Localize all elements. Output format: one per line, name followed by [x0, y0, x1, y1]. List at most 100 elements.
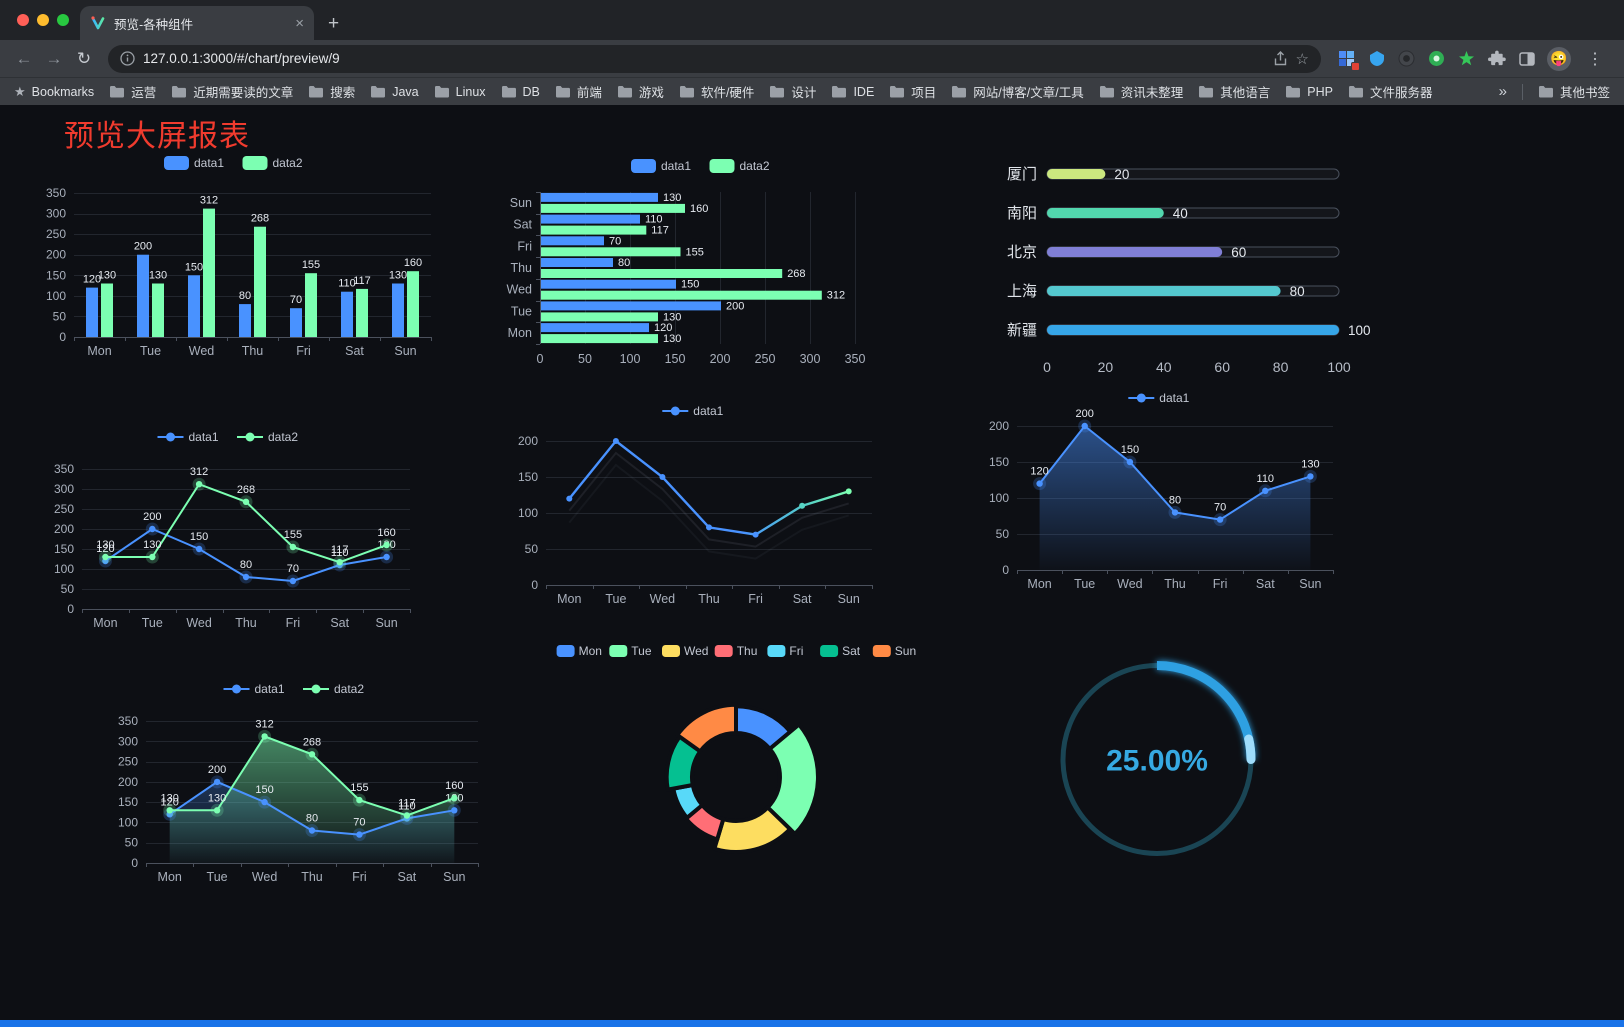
svg-text:data1: data1	[255, 682, 285, 696]
svg-text:268: 268	[251, 213, 269, 225]
tab-title: 预览-各种组件	[114, 17, 194, 32]
bookmark-folder[interactable]: 文件服务器	[1348, 82, 1432, 101]
bookmark-folder[interactable]: DB	[501, 82, 540, 101]
bookmark-folder-label: Linux	[455, 84, 486, 99]
folder-icon	[370, 85, 386, 98]
bookmark-folder[interactable]: 前端	[555, 82, 602, 101]
chart-grouped-bar[interactable]: 0 50 100 150 200 250 300 350 Mon Tue Wed Thu Fri Sat S…	[28, 149, 443, 367]
bookmark-folder[interactable]: 设计	[769, 82, 816, 101]
tab-close-icon[interactable]: ×	[295, 14, 304, 32]
folder-icon	[831, 85, 847, 98]
bookmark-folder[interactable]: Linux	[434, 82, 486, 101]
svg-text:150: 150	[190, 531, 208, 543]
url-text[interactable]: 127.0.0.1:3000/#/chart/preview/9	[143, 51, 340, 66]
svg-text:Sat: Sat	[842, 644, 861, 658]
profile-avatar[interactable]: 😜	[1547, 46, 1571, 71]
svg-text:data2: data2	[740, 159, 770, 173]
bookmarks-overflow-chevron[interactable]: »	[1498, 83, 1507, 100]
svg-text:Wed: Wed	[189, 344, 215, 358]
svg-text:北京: 北京	[1007, 244, 1037, 261]
chart-area-single[interactable]: 0 50 100 150 200 Mon Tue Wed Thu Fri Sat Sun 120 200 1…	[975, 384, 1347, 602]
folder-icon	[308, 85, 324, 98]
back-button[interactable]: ←	[15, 48, 33, 68]
other-bookmarks-label: 其他书签	[1559, 86, 1610, 100]
bookmark-folder[interactable]: 运营	[109, 82, 156, 101]
svg-text:155: 155	[284, 529, 302, 541]
split-screen-icon[interactable]	[1517, 49, 1536, 68]
page-title: 预览大屏报表	[64, 120, 250, 153]
bookmark-folder[interactable]: PHP	[1285, 82, 1333, 101]
bookmark-folder-label: IDE	[853, 84, 875, 99]
bookmark-folder[interactable]: 其他语言	[1198, 82, 1270, 101]
extension-icon-1[interactable]	[1337, 49, 1360, 71]
svg-text:200: 200	[118, 775, 138, 789]
bookmark-folder[interactable]: 软件/硬件	[679, 82, 754, 101]
svg-text:120: 120	[83, 274, 101, 286]
browser-menu-icon[interactable]: ⋮	[1587, 50, 1603, 68]
star-icon: ★	[14, 83, 26, 99]
bookmark-folder[interactable]: 网站/博客/文章/工具	[951, 82, 1084, 101]
bookmark-folder-label: 前端	[576, 86, 602, 100]
svg-text:40: 40	[1156, 359, 1172, 375]
reload-button[interactable]: ↻	[76, 48, 92, 68]
bookmarks-shortcut[interactable]: ★ Bookmarks	[14, 84, 94, 100]
chart-gauge[interactable]: 25.00%	[1052, 649, 1262, 864]
bookmark-folder[interactable]: 搜索	[308, 82, 355, 101]
svg-text:70: 70	[287, 563, 299, 575]
folder-icon	[501, 85, 517, 98]
bookmark-folder[interactable]: 资讯未整理	[1099, 82, 1183, 101]
chart-line-gradient[interactable]: 0 50 100 150 200 Mon Tue Wed Thu Fri Sat Sun data1	[502, 397, 888, 619]
svg-text:150: 150	[54, 542, 74, 556]
address-bar[interactable]: 127.0.0.1:3000/#/chart/preview/9 ☆	[108, 44, 1321, 73]
folder-icon	[1285, 85, 1301, 98]
svg-text:Tue: Tue	[605, 592, 626, 606]
svg-text:data2: data2	[268, 430, 298, 444]
svg-text:250: 250	[46, 227, 66, 241]
svg-text:data1: data1	[1159, 391, 1189, 405]
svg-text:Sun: Sun	[443, 870, 465, 884]
svg-text:117: 117	[651, 225, 669, 237]
svg-text:Tue: Tue	[142, 616, 163, 630]
extension-icon-3[interactable]	[1397, 49, 1416, 68]
bookmark-folder[interactable]: Java	[370, 82, 419, 101]
svg-text:25.00%: 25.00%	[1106, 745, 1208, 778]
window-zoom-button[interactable]	[57, 14, 69, 26]
browser-tab[interactable]: 预览-各种组件 ×	[80, 6, 314, 40]
svg-text:data2: data2	[273, 156, 303, 170]
new-tab-button[interactable]: +	[328, 13, 340, 34]
svg-text:Mon: Mon	[93, 616, 117, 630]
other-bookmarks-button[interactable]: 其他书签	[1538, 82, 1610, 101]
chart-area-two-series[interactable]: 0 50 100 150 200 250 300 350 Mon Tue Wed Thu Fri Sat S…	[100, 675, 492, 897]
extension-icon-4[interactable]	[1427, 49, 1446, 68]
svg-text:0: 0	[531, 578, 538, 592]
svg-text:Tue: Tue	[1074, 577, 1095, 591]
site-info-icon[interactable]	[120, 51, 135, 66]
bookmark-star-icon[interactable]: ☆	[1295, 50, 1309, 68]
chart-horizontal-bar[interactable]: 0 50 100 150 200 250 300 350 Mon Tue Wed Thu Fri Sat S…	[500, 152, 905, 377]
svg-text:Mon: Mon	[158, 870, 182, 884]
share-icon[interactable]	[1273, 50, 1288, 67]
extensions-puzzle-icon[interactable]	[1487, 49, 1506, 68]
bookmark-folder[interactable]: IDE	[831, 82, 874, 101]
svg-text:新疆: 新疆	[1007, 322, 1037, 339]
extension-icon-2[interactable]	[1367, 49, 1386, 68]
svg-text:Sun: Sun	[1299, 577, 1321, 591]
extension-icon-5[interactable]	[1457, 49, 1476, 68]
bookmarks-bar: ★ Bookmarks 运营 近期需要读的文章 搜索 Java Linux DB 前端 游戏 软…	[0, 77, 1624, 105]
chart-capsule-progress[interactable]: 厦门 20 南阳 40 北京 60 上海 80 新疆 100 0 20 40 60 80 100	[995, 158, 1375, 393]
svg-text:50: 50	[53, 309, 67, 323]
svg-text:100: 100	[1348, 323, 1371, 338]
svg-text:150: 150	[665, 352, 686, 366]
window-close-button[interactable]	[17, 14, 29, 26]
chart-line-two-series[interactable]: 0 50 100 150 200 250 300 350 Mon Tue Wed Thu Fri Sat S…	[36, 423, 424, 641]
window-minimize-button[interactable]	[37, 14, 49, 26]
bookmark-folder[interactable]: 游戏	[617, 82, 664, 101]
bookmark-folder-label: 近期需要读的文章	[193, 86, 294, 100]
forward-button[interactable]: →	[45, 48, 63, 68]
svg-text:130: 130	[161, 792, 179, 804]
svg-text:130: 130	[208, 792, 226, 804]
bookmark-folder[interactable]: 项目	[889, 82, 936, 101]
chart-donut-rose[interactable]: Mon Tue Wed Thu Fri Sat Sun	[531, 639, 941, 879]
svg-text:250: 250	[54, 502, 74, 516]
bookmark-folder[interactable]: 近期需要读的文章	[171, 82, 293, 101]
